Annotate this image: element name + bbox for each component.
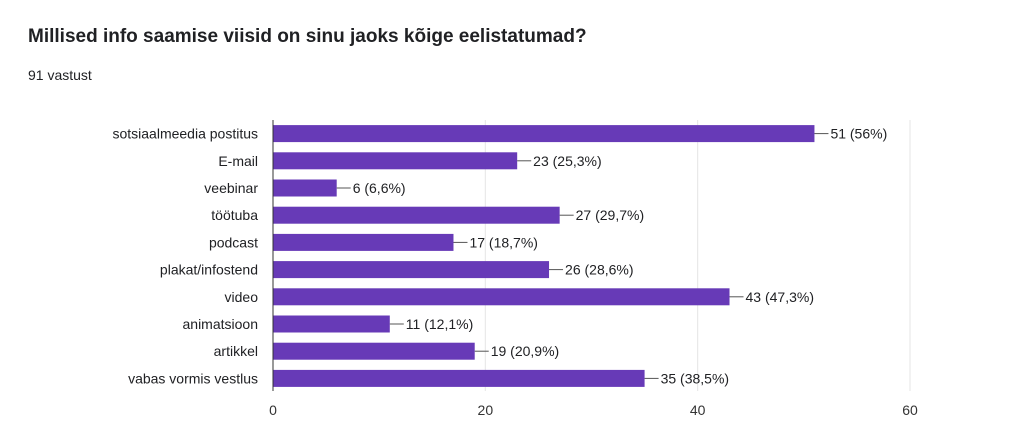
category-label: veebinar <box>204 180 258 196</box>
category-label: video <box>225 289 259 305</box>
bar <box>273 233 454 251</box>
data-label: 26 (28,6%) <box>565 262 633 278</box>
category-label: artikkel <box>214 343 258 359</box>
bar <box>273 261 550 279</box>
category-label: podcast <box>209 234 258 250</box>
category-label: vabas vormis vestlus <box>128 370 258 386</box>
bar <box>273 369 645 387</box>
category-label: E-mail <box>218 153 258 169</box>
x-tick-label: 20 <box>478 402 494 418</box>
category-label: plakat/infostend <box>160 262 258 278</box>
bar <box>273 152 518 170</box>
data-label: 35 (38,5%) <box>661 370 729 386</box>
data-label: 43 (47,3%) <box>746 289 814 305</box>
category-label: sotsiaalmeedia postitus <box>112 126 258 142</box>
data-label: 17 (18,7%) <box>469 234 537 250</box>
x-tick-label: 60 <box>902 402 918 418</box>
response-count: 91 vastust <box>28 67 92 83</box>
bar <box>273 342 475 360</box>
x-tick-label: 0 <box>269 402 277 418</box>
data-label: 51 (56%) <box>830 126 887 142</box>
data-label: 19 (20,9%) <box>491 343 559 359</box>
bar <box>273 206 560 224</box>
bar <box>273 315 390 333</box>
data-label: 27 (29,7%) <box>576 207 644 223</box>
data-label: 23 (25,3%) <box>533 153 601 169</box>
bar <box>273 179 337 197</box>
bar <box>273 125 815 143</box>
x-tick-label: 40 <box>690 402 706 418</box>
data-label: 6 (6,6%) <box>353 180 406 196</box>
data-label: 11 (12,1%) <box>406 316 473 332</box>
category-label: animatsioon <box>183 316 259 332</box>
question-title: Millised info saamise viisid on sinu jao… <box>28 26 587 47</box>
category-label: töötuba <box>211 207 258 223</box>
bar <box>273 288 730 306</box>
